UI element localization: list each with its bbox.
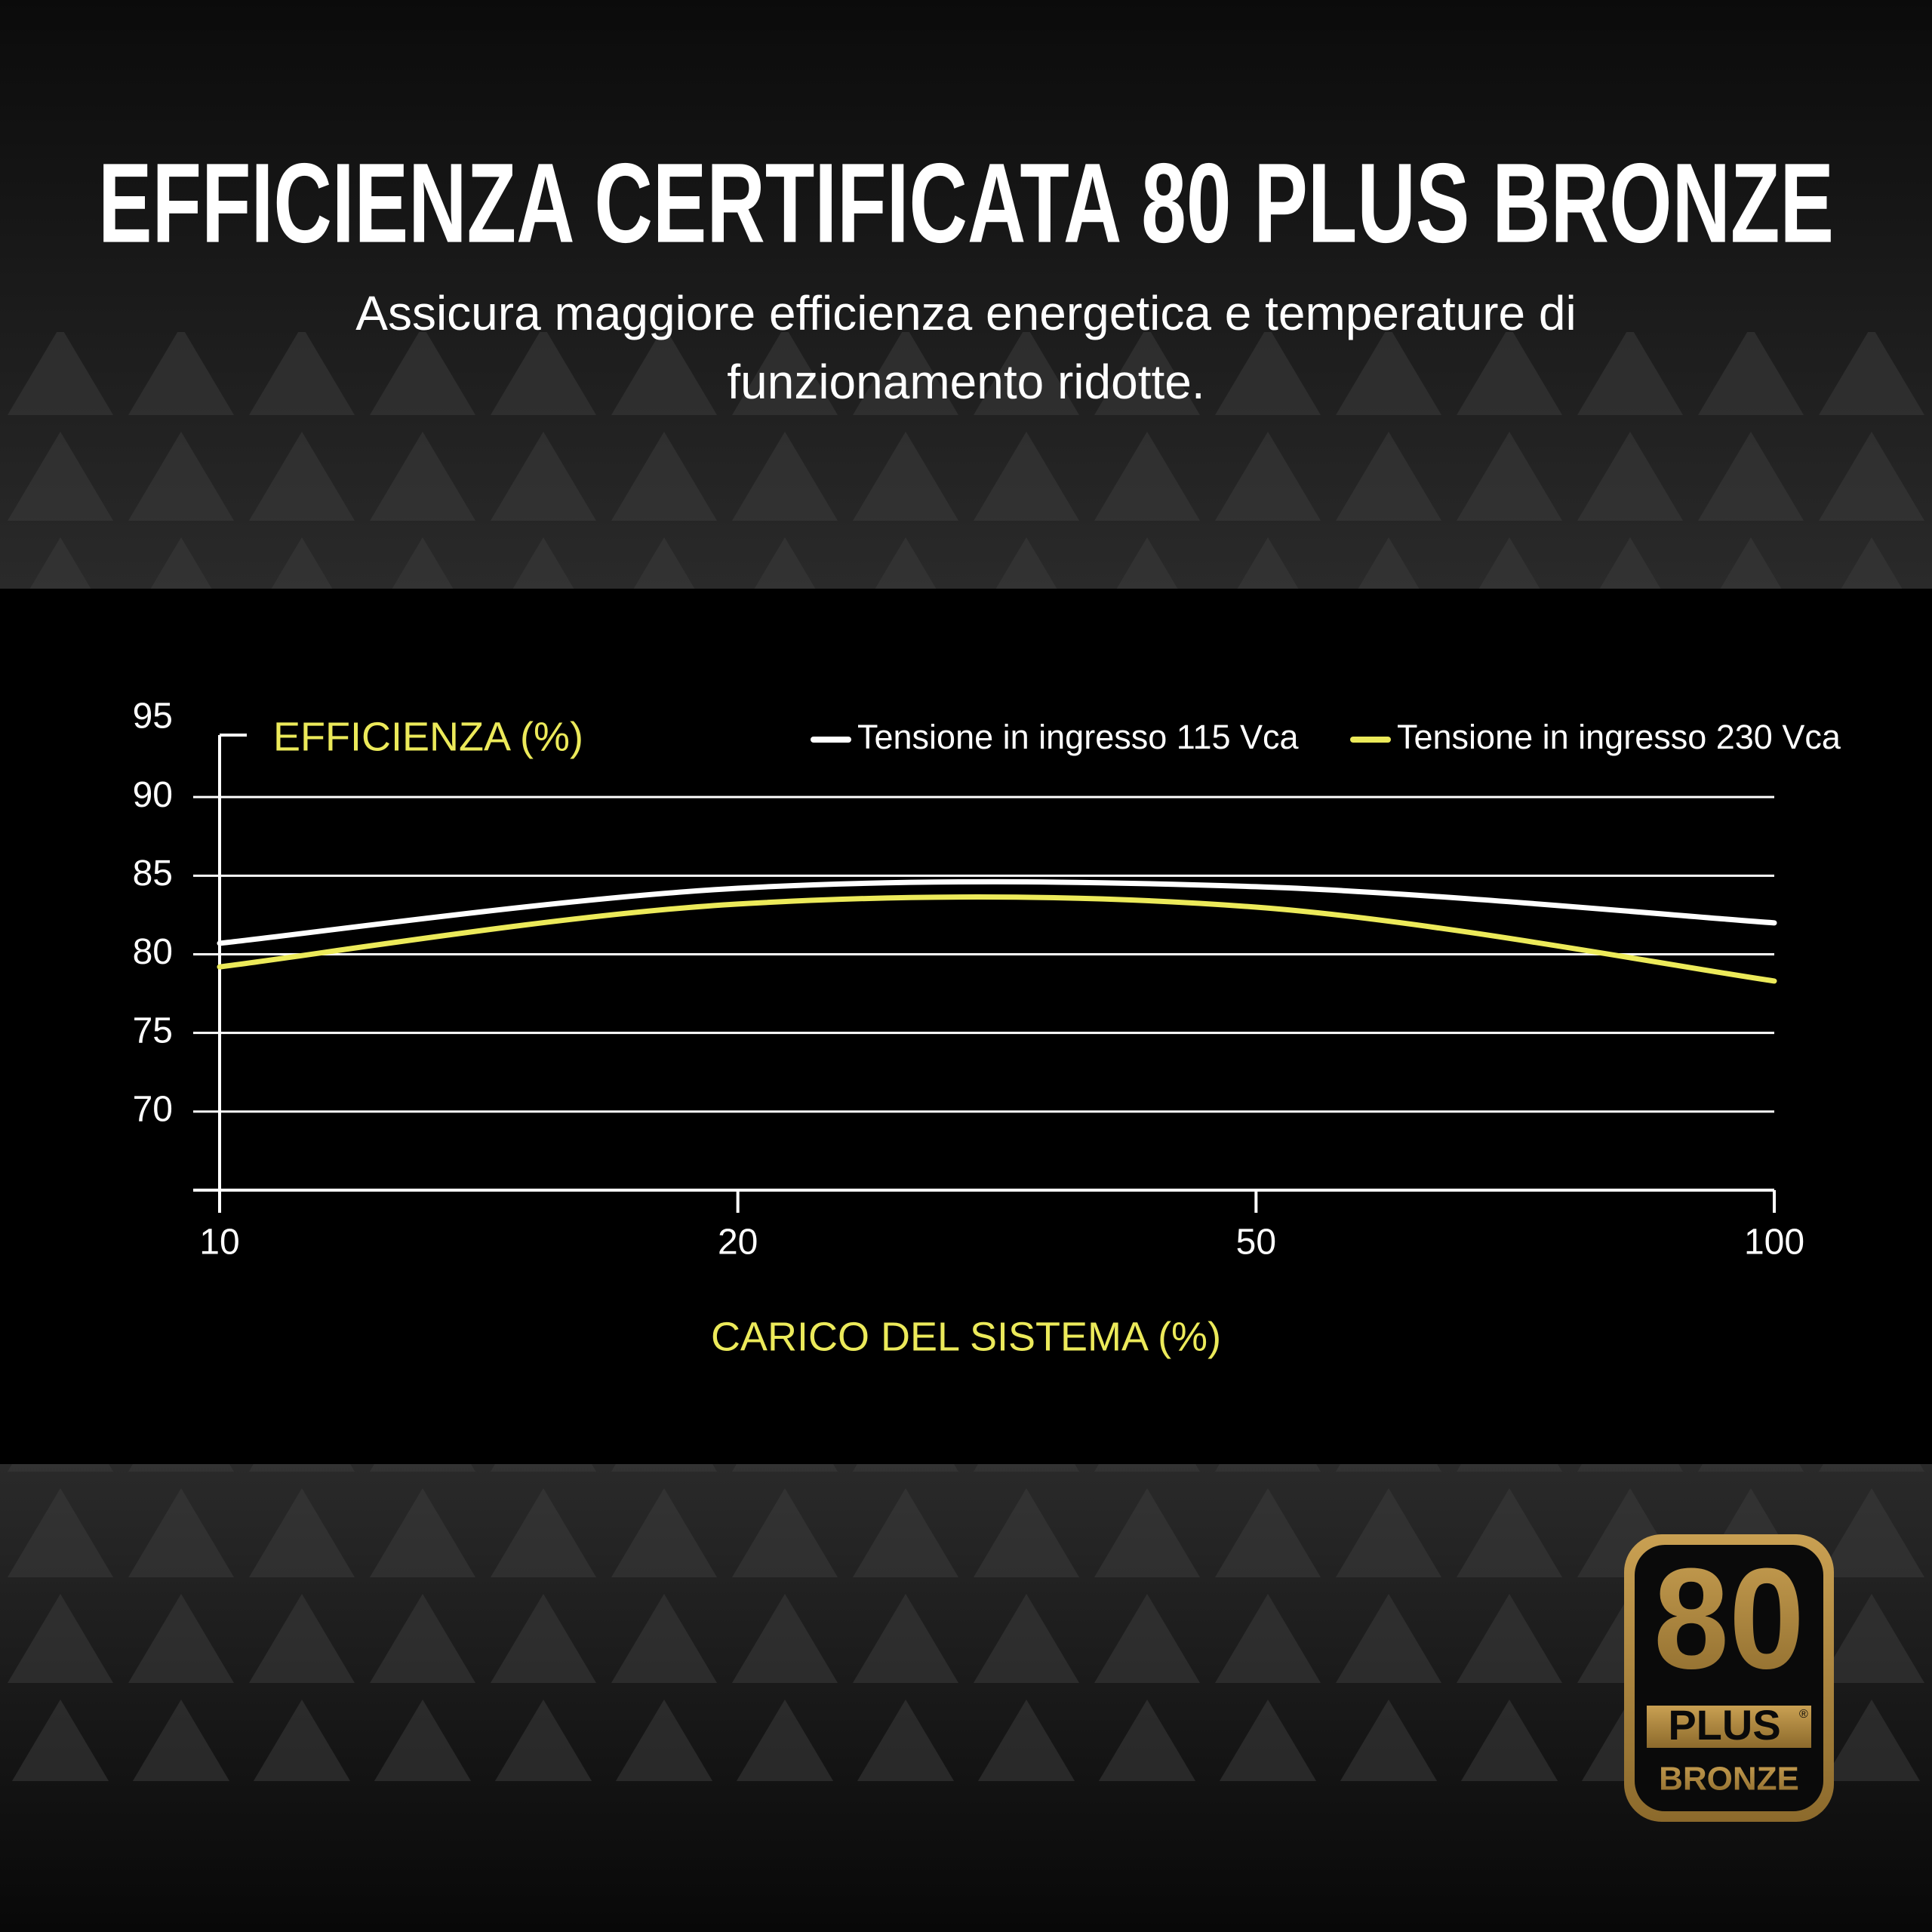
x-tick-label: 20 <box>718 1223 758 1263</box>
badge-grade: BRONZE <box>1659 1761 1799 1798</box>
y-tick-label: 80 <box>133 932 173 972</box>
chart-title: EFFICIENZA CERTIFICATA 80 PLUS BRONZE <box>98 140 1834 266</box>
y-tick-label: 75 <box>133 1011 173 1051</box>
subtitle: funzionamento ridotte. <box>727 355 1204 409</box>
grille-pattern <box>0 332 1932 589</box>
x-axis-title: CARICO DEL SISTEMA (%) <box>711 1314 1221 1359</box>
y-axis-title: EFFICIENZA (%) <box>273 714 583 759</box>
y-tick-label: 95 <box>133 697 173 737</box>
x-tick-label: 10 <box>199 1223 239 1263</box>
y-tick-label: 85 <box>133 854 173 894</box>
badge: 80 PLUS ® BRONZE <box>1624 1534 1834 1822</box>
grille-pattern <box>0 1464 1932 1781</box>
x-tick-label: 100 <box>1744 1223 1804 1263</box>
subtitle: Assicura maggiore efficienza energetica … <box>355 286 1576 340</box>
badge-number: 80 <box>1654 1539 1804 1699</box>
series-line <box>217 894 1777 984</box>
series-line <box>217 878 1777 946</box>
badge-plus: PLUS <box>1668 1701 1780 1749</box>
chart-band <box>0 589 1932 1464</box>
y-tick-label: 70 <box>133 1090 173 1130</box>
badge-mark: ® <box>1799 1708 1808 1721</box>
legend-label: Tensione in ingresso 115 Vca <box>857 718 1300 756</box>
x-tick-label: 50 <box>1236 1223 1276 1263</box>
badge-band <box>1647 1706 1811 1748</box>
legend-label: Tensione in ingresso 230 Vca <box>1397 718 1841 756</box>
y-tick-label: 90 <box>133 775 173 815</box>
